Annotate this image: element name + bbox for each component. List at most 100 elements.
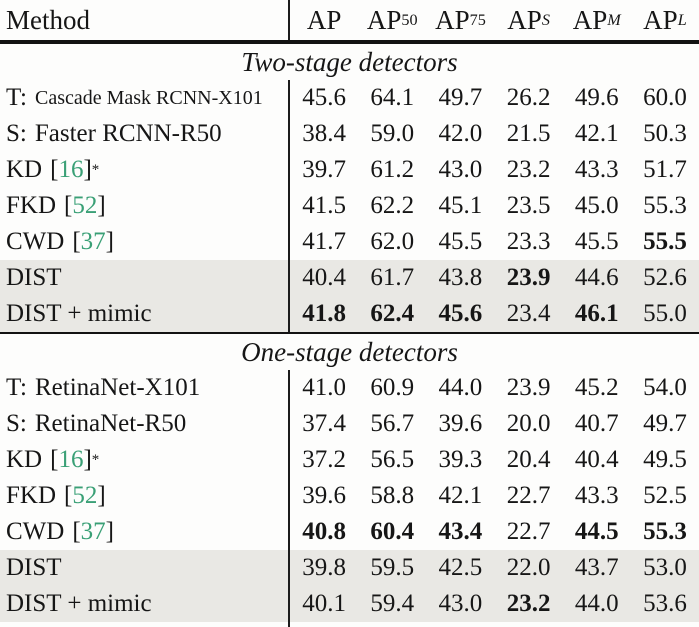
citation-link[interactable]: [16] xyxy=(50,446,92,473)
col-header-aps: AP S xyxy=(507,4,550,35)
value-cell: 60.9 xyxy=(370,374,415,401)
section-title-two-stage: Two-stage detectors xyxy=(241,46,458,77)
citation-link[interactable]: [37] xyxy=(72,518,114,545)
value-cell: 23.9 xyxy=(506,264,551,291)
value-cell: 43.3 xyxy=(574,156,619,183)
method-name: Faster RCNN-R50 xyxy=(34,120,222,147)
value-cell: 58.8 xyxy=(370,482,415,509)
value-cell: 44.5 xyxy=(574,518,619,545)
value-cell: 38.4 xyxy=(302,120,346,147)
value-cell: 23.4 xyxy=(506,300,551,327)
value-cell: 39.8 xyxy=(302,554,346,581)
method-name: RetinaNet-R50 xyxy=(34,410,187,437)
table-row-dist-mimic: DIST + mimic 41.8 62.4 45.6 23.4 46.1 55… xyxy=(0,296,699,332)
method-cell: DIST xyxy=(0,260,290,296)
value-cell: 50.3 xyxy=(643,120,687,147)
value-cell: 55.3 xyxy=(643,518,687,545)
method-name: KD xyxy=(6,446,43,473)
method-name: DIST xyxy=(6,554,62,581)
value-cell: 42.0 xyxy=(438,120,483,147)
value-cell: 61.7 xyxy=(370,264,415,291)
value-cell: 39.3 xyxy=(438,446,483,473)
table-row-dist: DIST 40.4 61.7 43.8 23.9 44.6 52.6 xyxy=(0,260,699,296)
value-cell: 44.0 xyxy=(438,374,483,401)
value-cell: 55.5 xyxy=(643,228,687,255)
method-name: Cascade Mask RCNN-X101 xyxy=(34,86,263,109)
method-cell: S: RetinaNet-R50 xyxy=(0,406,290,442)
value-cell: 56.5 xyxy=(370,446,415,473)
value-cell: 23.2 xyxy=(506,590,551,617)
citation-link[interactable]: [37] xyxy=(72,228,114,255)
citation-link[interactable]: [52] xyxy=(64,482,106,509)
value-cell: 55.0 xyxy=(643,300,687,327)
value-cell: 43.4 xyxy=(438,518,483,545)
method-cell: DIST + mimic xyxy=(0,586,290,622)
value-cell: 22.7 xyxy=(506,482,551,509)
table-row-fkd: FKD [52] 39.6 58.8 42.1 22.7 43.3 52.5 xyxy=(0,478,699,514)
col-header-ap50: AP 50 xyxy=(366,4,418,35)
method-name: DIST + mimic xyxy=(6,300,152,327)
table-row-cwd: CWD [37] 40.8 60.4 43.4 22.7 44.5 55.3 xyxy=(0,514,699,550)
value-cell: 53.6 xyxy=(643,590,687,617)
value-cell: 41.8 xyxy=(302,300,346,327)
value-cell: 41.7 xyxy=(302,228,346,255)
method-cell: DIST + mimic xyxy=(0,296,290,332)
value-cell: 43.8 xyxy=(438,264,483,291)
value-cell: 60.4 xyxy=(370,518,415,545)
value-cell: 45.6 xyxy=(438,300,483,327)
value-cell: 52.6 xyxy=(643,264,687,291)
method-cell: FKD [52] xyxy=(0,188,290,224)
method-cell: FKD [52] xyxy=(0,478,290,514)
value-cell: 44.0 xyxy=(574,590,619,617)
value-cell: 62.0 xyxy=(370,228,415,255)
table-row-teacher: T: RetinaNet-X101 41.0 60.9 44.0 23.9 45… xyxy=(0,370,699,406)
value-cell: 44.6 xyxy=(574,264,619,291)
value-cell: 45.5 xyxy=(438,228,483,255)
value-cell: 45.0 xyxy=(574,192,619,219)
value-cell: 39.6 xyxy=(302,482,346,509)
value-cell: 64.1 xyxy=(370,84,415,111)
value-cell: 45.5 xyxy=(574,228,619,255)
table-row-teacher: T: Cascade Mask RCNN-X101 45.6 64.1 49.7… xyxy=(0,80,699,116)
value-cell: 23.5 xyxy=(506,192,551,219)
value-cell: 40.8 xyxy=(302,518,346,545)
value-cell: 59.0 xyxy=(370,120,415,147)
col-header-ap: AP xyxy=(306,4,342,35)
table-row-dist-mimic: DIST + mimic 40.1 59.4 43.0 23.2 44.0 53… xyxy=(0,586,699,622)
citation-link[interactable]: [52] xyxy=(64,192,106,219)
table-row-student: S: Faster RCNN-R50 38.4 59.0 42.0 21.5 4… xyxy=(0,116,699,152)
value-cell: 46.1 xyxy=(574,300,619,327)
value-cell: 40.4 xyxy=(302,264,346,291)
table-row-student: S: RetinaNet-R50 37.4 56.7 39.6 20.0 40.… xyxy=(0,406,699,442)
value-cell: 20.4 xyxy=(506,446,551,473)
method-cell: CWD [37] xyxy=(0,514,290,550)
value-cell: 42.1 xyxy=(438,482,483,509)
col-header-ap75: AP 75 xyxy=(435,4,486,35)
value-cell: 40.7 xyxy=(574,410,619,437)
header-rule xyxy=(0,40,699,44)
value-cell: 49.5 xyxy=(643,446,687,473)
value-cell: 49.7 xyxy=(438,84,483,111)
value-cell: 45.6 xyxy=(302,84,346,111)
value-cell: 37.2 xyxy=(302,446,346,473)
value-cell: 54.0 xyxy=(643,374,687,401)
value-cell: 43.0 xyxy=(438,156,483,183)
col-header-apl: AP L xyxy=(643,4,687,35)
value-cell: 55.3 xyxy=(643,192,687,219)
method-cell: T: RetinaNet-X101 xyxy=(0,370,290,406)
value-cell: 43.3 xyxy=(574,482,619,509)
method-cell: KD [16] * xyxy=(0,152,290,188)
citation-link[interactable]: [16] xyxy=(50,156,92,183)
value-cell: 61.2 xyxy=(370,156,415,183)
value-cell: 59.5 xyxy=(370,554,415,581)
bottom-stub xyxy=(0,622,699,627)
method-cell: CWD [37] xyxy=(0,224,290,260)
value-cell: 45.2 xyxy=(574,374,619,401)
value-cell: 21.5 xyxy=(506,120,551,147)
value-cell: 39.6 xyxy=(438,410,483,437)
value-cell: 49.6 xyxy=(574,84,619,111)
value-cell: 41.0 xyxy=(302,374,346,401)
method-cell: DIST xyxy=(0,550,290,586)
col-header-method: Method xyxy=(0,0,290,40)
method-name: CWD xyxy=(6,518,65,545)
